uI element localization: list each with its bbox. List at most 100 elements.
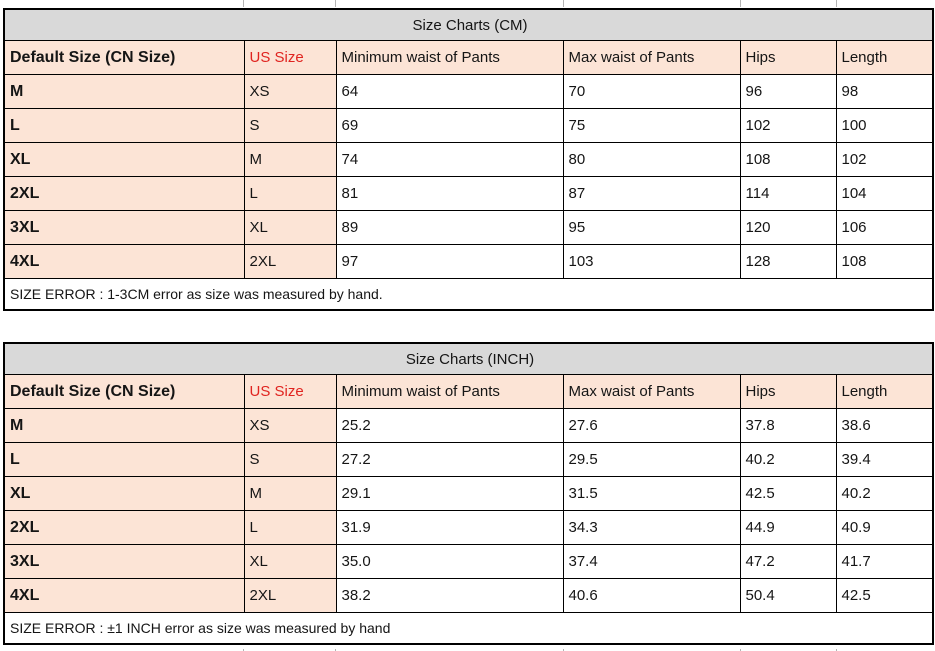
length-cell: 102 (835, 142, 934, 177)
col-header-cn-size: Default Size (CN Size) (3, 374, 245, 409)
size-error-note: SIZE ERROR : 1-3CM error as size was mea… (3, 278, 934, 311)
hips-cell: 37.8 (739, 408, 837, 443)
table-title-row: Size Charts (INCH) (3, 342, 934, 375)
us-size-cell: M (243, 142, 337, 177)
table-row: XL M 74 80 108 102 (3, 142, 934, 177)
min-waist-cell: 64 (335, 74, 564, 109)
max-waist-cell: 31.5 (562, 476, 741, 511)
col-header-min-waist: Minimum waist of Pants (335, 374, 564, 409)
max-waist-cell: 37.4 (562, 544, 741, 579)
cn-size-cell: L (3, 442, 245, 477)
table-row: 3XL XL 35.0 37.4 47.2 41.7 (3, 544, 934, 579)
gridline-stub (563, 0, 564, 7)
gridline-stub (335, 649, 336, 651)
min-waist-cell: 38.2 (335, 578, 564, 613)
gridline-stub (563, 649, 564, 651)
hips-cell: 128 (739, 244, 837, 279)
gridline-stub (740, 0, 741, 7)
hips-cell: 108 (739, 142, 837, 177)
col-header-cn-size: Default Size (CN Size) (3, 40, 245, 75)
cn-size-cell: M (3, 408, 245, 443)
min-waist-cell: 27.2 (335, 442, 564, 477)
table-row: 3XL XL 89 95 120 106 (3, 210, 934, 245)
table-title-row: Size Charts (CM) (3, 8, 934, 41)
gridline-stub (243, 0, 244, 7)
max-waist-cell: 103 (562, 244, 741, 279)
max-waist-cell: 27.6 (562, 408, 741, 443)
min-waist-cell: 74 (335, 142, 564, 177)
table-title: Size Charts (INCH) (3, 342, 934, 375)
length-cell: 42.5 (835, 578, 934, 613)
cn-size-cell: L (3, 108, 245, 143)
table-row: L S 27.2 29.5 40.2 39.4 (3, 442, 934, 477)
us-size-cell: 2XL (243, 244, 337, 279)
size-error-note: SIZE ERROR : ±1 INCH error as size was m… (3, 612, 934, 645)
col-header-min-waist: Minimum waist of Pants (335, 40, 564, 75)
gridline-stub (243, 649, 244, 651)
table-row: M XS 64 70 96 98 (3, 74, 934, 109)
table-row: L S 69 75 102 100 (3, 108, 934, 143)
cn-size-cell: 4XL (3, 578, 245, 613)
table-title: Size Charts (CM) (3, 8, 934, 41)
hips-cell: 42.5 (739, 476, 837, 511)
max-waist-cell: 87 (562, 176, 741, 211)
max-waist-cell: 70 (562, 74, 741, 109)
header-row: Default Size (CN Size) US Size Minimum w… (3, 374, 934, 409)
col-header-max-waist: Max waist of Pants (562, 40, 741, 75)
us-size-cell: XL (243, 210, 337, 245)
us-size-cell: XL (243, 544, 337, 579)
col-header-us-size: US Size (243, 374, 337, 409)
note-row: SIZE ERROR : ±1 INCH error as size was m… (3, 612, 934, 645)
us-size-cell: L (243, 510, 337, 545)
cn-size-cell: XL (3, 142, 245, 177)
hips-cell: 47.2 (739, 544, 837, 579)
min-waist-cell: 29.1 (335, 476, 564, 511)
length-cell: 104 (835, 176, 934, 211)
cn-size-cell: 3XL (3, 210, 245, 245)
us-size-cell: XS (243, 74, 337, 109)
hips-cell: 50.4 (739, 578, 837, 613)
col-header-length: Length (835, 374, 934, 409)
min-waist-cell: 31.9 (335, 510, 564, 545)
hips-cell: 40.2 (739, 442, 837, 477)
note-row: SIZE ERROR : 1-3CM error as size was mea… (3, 278, 934, 311)
min-waist-cell: 97 (335, 244, 564, 279)
cn-size-cell: M (3, 74, 245, 109)
size-chart-cm-table: Size Charts (CM) Default Size (CN Size) … (3, 8, 935, 311)
gridline-stub (836, 0, 837, 7)
min-waist-cell: 81 (335, 176, 564, 211)
max-waist-cell: 40.6 (562, 578, 741, 613)
gridline-stub (836, 649, 837, 651)
gridline-stub (335, 0, 336, 7)
length-cell: 39.4 (835, 442, 934, 477)
cn-size-cell: 4XL (3, 244, 245, 279)
max-waist-cell: 34.3 (562, 510, 741, 545)
length-cell: 100 (835, 108, 934, 143)
length-cell: 38.6 (835, 408, 934, 443)
length-cell: 41.7 (835, 544, 934, 579)
length-cell: 40.2 (835, 476, 934, 511)
max-waist-cell: 75 (562, 108, 741, 143)
table-row: 2XL L 81 87 114 104 (3, 176, 934, 211)
us-size-cell: S (243, 442, 337, 477)
col-header-max-waist: Max waist of Pants (562, 374, 741, 409)
cn-size-cell: 2XL (3, 176, 245, 211)
us-size-cell: L (243, 176, 337, 211)
table-row: XL M 29.1 31.5 42.5 40.2 (3, 476, 934, 511)
cn-size-cell: XL (3, 476, 245, 511)
us-size-cell: 2XL (243, 578, 337, 613)
us-size-cell: XS (243, 408, 337, 443)
hips-cell: 120 (739, 210, 837, 245)
cn-size-cell: 3XL (3, 544, 245, 579)
gridline-stub (740, 649, 741, 651)
hips-cell: 44.9 (739, 510, 837, 545)
col-header-length: Length (835, 40, 934, 75)
us-size-cell: S (243, 108, 337, 143)
length-cell: 106 (835, 210, 934, 245)
max-waist-cell: 29.5 (562, 442, 741, 477)
table-row: 4XL 2XL 38.2 40.6 50.4 42.5 (3, 578, 934, 613)
table-row: M XS 25.2 27.6 37.8 38.6 (3, 408, 934, 443)
header-row: Default Size (CN Size) US Size Minimum w… (3, 40, 934, 75)
hips-cell: 96 (739, 74, 837, 109)
col-header-hips: Hips (739, 374, 837, 409)
